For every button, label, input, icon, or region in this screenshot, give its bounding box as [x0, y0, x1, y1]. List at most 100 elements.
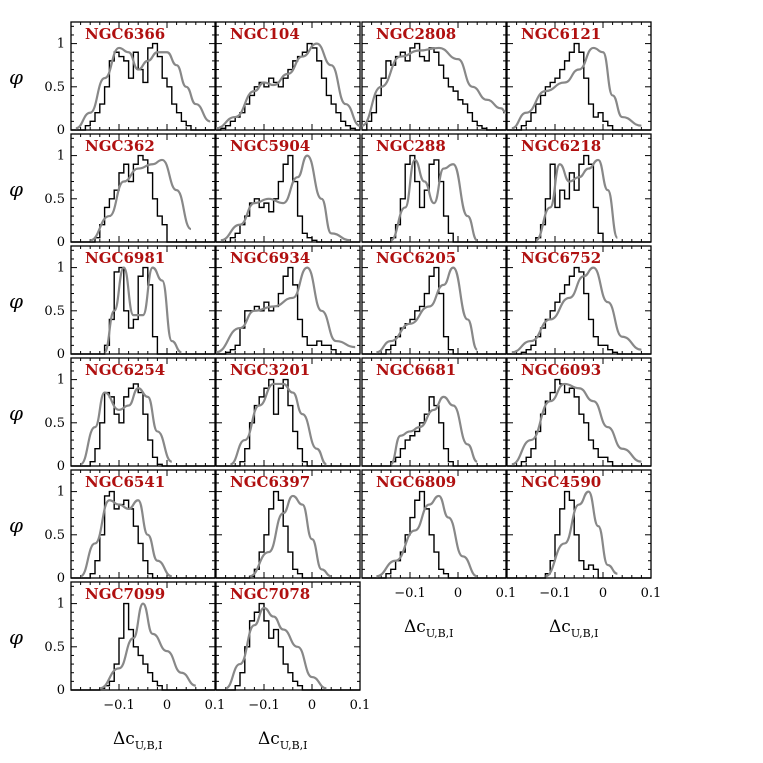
panel-title: NGC6981 — [85, 249, 165, 267]
panel-ngc6541: NGC6541 0 0.5 1 φ — [9, 469, 216, 586]
x-tick-label: 0.1 — [350, 698, 371, 713]
panel-frame — [506, 21, 652, 131]
panel-ngc6218: NGC6218 — [506, 133, 652, 243]
y-tick-label: 0 — [57, 459, 65, 474]
fit-curve-ngc2808 — [361, 46, 507, 127]
y-tick-label: 0 — [57, 347, 65, 362]
panel-frame — [361, 133, 507, 243]
panel-title: NGC6752 — [521, 249, 601, 267]
y-tick-label: 0 — [57, 235, 65, 250]
panel-frame — [506, 469, 652, 579]
fit-curve-ngc6218 — [535, 158, 619, 242]
x-tick-label: 0.1 — [205, 698, 226, 713]
histogram-ngc6205 — [362, 266, 506, 355]
histogram-ngc6366 — [71, 42, 215, 131]
y-tick-label: 0.5 — [44, 416, 65, 431]
panel-ngc6121: NGC6121 — [506, 21, 652, 131]
panel-title: NGC7099 — [85, 585, 165, 603]
fit-curve-ngc3201 — [229, 382, 327, 466]
fit-curve-ngc6934 — [215, 266, 356, 354]
panel-title: NGC2808 — [376, 25, 456, 43]
panel-ngc6254: NGC6254 0 0.5 1 φ — [9, 357, 216, 474]
x-tick-label: 0 — [308, 698, 316, 713]
histogram-ngc6397 — [216, 490, 360, 579]
x-tick-label: 0 — [454, 586, 462, 601]
panel-frame — [215, 469, 361, 579]
panel-frame — [506, 357, 652, 467]
panel-ngc2808: NGC2808 — [361, 21, 507, 131]
panel-frame — [506, 245, 652, 355]
panel-frame — [215, 245, 361, 355]
fit-curve-ngc6254 — [80, 387, 173, 466]
panel-title: NGC6121 — [521, 25, 601, 43]
x-tick-label: 0 — [163, 698, 171, 713]
histogram-ngc6218 — [507, 154, 651, 243]
x-axis-label-subscript: U,B,I — [135, 739, 163, 752]
panel-title: NGC6681 — [376, 361, 456, 379]
panel-title: NGC6366 — [85, 25, 165, 43]
y-tick-label: 0.5 — [44, 528, 65, 543]
panel-ngc3201: NGC3201 — [215, 357, 361, 467]
fit-curve-ngc7078 — [225, 606, 327, 690]
panel-ngc6681: NGC6681 — [361, 357, 507, 467]
fit-curve-ngc4590 — [544, 490, 618, 578]
panel-title: NGC6809 — [376, 473, 456, 491]
y-tick-label: 0.5 — [44, 80, 65, 95]
histogram-ngc6121 — [507, 42, 651, 131]
y-tick-label: 1 — [57, 597, 65, 612]
panel-title: NGC5904 — [230, 137, 310, 155]
panel-ngc5904: NGC5904 — [215, 133, 361, 243]
panel-frame — [215, 133, 361, 243]
y-axis-label: φ — [9, 513, 23, 537]
panel-title: NGC6254 — [85, 361, 165, 379]
panel-title: NGC6934 — [230, 249, 310, 267]
x-axis-label-subscript: U,B,I — [280, 739, 308, 752]
panel-frame — [70, 581, 216, 691]
histogram-ngc7078 — [216, 602, 360, 691]
histogram-ngc6981 — [71, 266, 215, 355]
y-axis-label: φ — [9, 65, 23, 89]
panel-ngc6366: NGC6366 0 0.5 1 φ — [9, 21, 216, 138]
x-axis-label-subscript: U,B,I — [426, 627, 454, 640]
fit-curve-ngc6093 — [511, 382, 642, 466]
y-axis-label: φ — [9, 289, 23, 313]
histogram-ngc3201 — [216, 378, 360, 467]
fit-curve-ngc6205 — [376, 266, 479, 354]
panel-ngc6752: NGC6752 — [506, 245, 652, 355]
panel-frame — [70, 357, 216, 467]
panel-title: NGC104 — [230, 25, 300, 43]
y-axis-label: φ — [9, 625, 23, 649]
panel-frame — [215, 21, 361, 131]
panel-frame — [215, 357, 361, 467]
y-tick-label: 0 — [57, 571, 65, 586]
y-tick-label: 0.5 — [44, 192, 65, 207]
panel-frame — [506, 133, 652, 243]
fit-curve-ngc6121 — [511, 46, 642, 130]
panel-title: NGC7078 — [230, 585, 310, 603]
x-tick-label: −0.1 — [539, 586, 571, 601]
panel-frame — [361, 357, 507, 467]
panel-frame — [70, 245, 216, 355]
histogram-ngc6254 — [71, 383, 215, 467]
x-tick-label: −0.1 — [103, 698, 135, 713]
histogram-ngc4590 — [507, 490, 651, 579]
panel-frame — [70, 21, 216, 131]
histogram-ngc6809 — [362, 490, 506, 579]
y-tick-label: 0 — [57, 683, 65, 698]
y-tick-label: 1 — [57, 261, 65, 276]
fit-curve-ngc6541 — [80, 499, 173, 578]
x-tick-label: −0.1 — [248, 698, 280, 713]
x-axis-label: ΔcU,B,I — [404, 617, 454, 640]
y-axis-label: φ — [9, 401, 23, 425]
panel-ngc288: NGC288 — [361, 133, 507, 243]
panel-frame — [215, 581, 361, 691]
x-tick-label: 0 — [599, 586, 607, 601]
panel-frame — [361, 245, 507, 355]
panel-title: NGC3201 — [230, 361, 310, 379]
panel-frame — [361, 21, 507, 131]
x-tick-label: 0.1 — [496, 586, 517, 601]
fit-curve-ngc6981 — [103, 266, 182, 354]
y-tick-label: 1 — [57, 149, 65, 164]
x-axis-label: ΔcU,B,I — [258, 729, 308, 752]
panel-ngc6093: NGC6093 — [506, 357, 652, 467]
